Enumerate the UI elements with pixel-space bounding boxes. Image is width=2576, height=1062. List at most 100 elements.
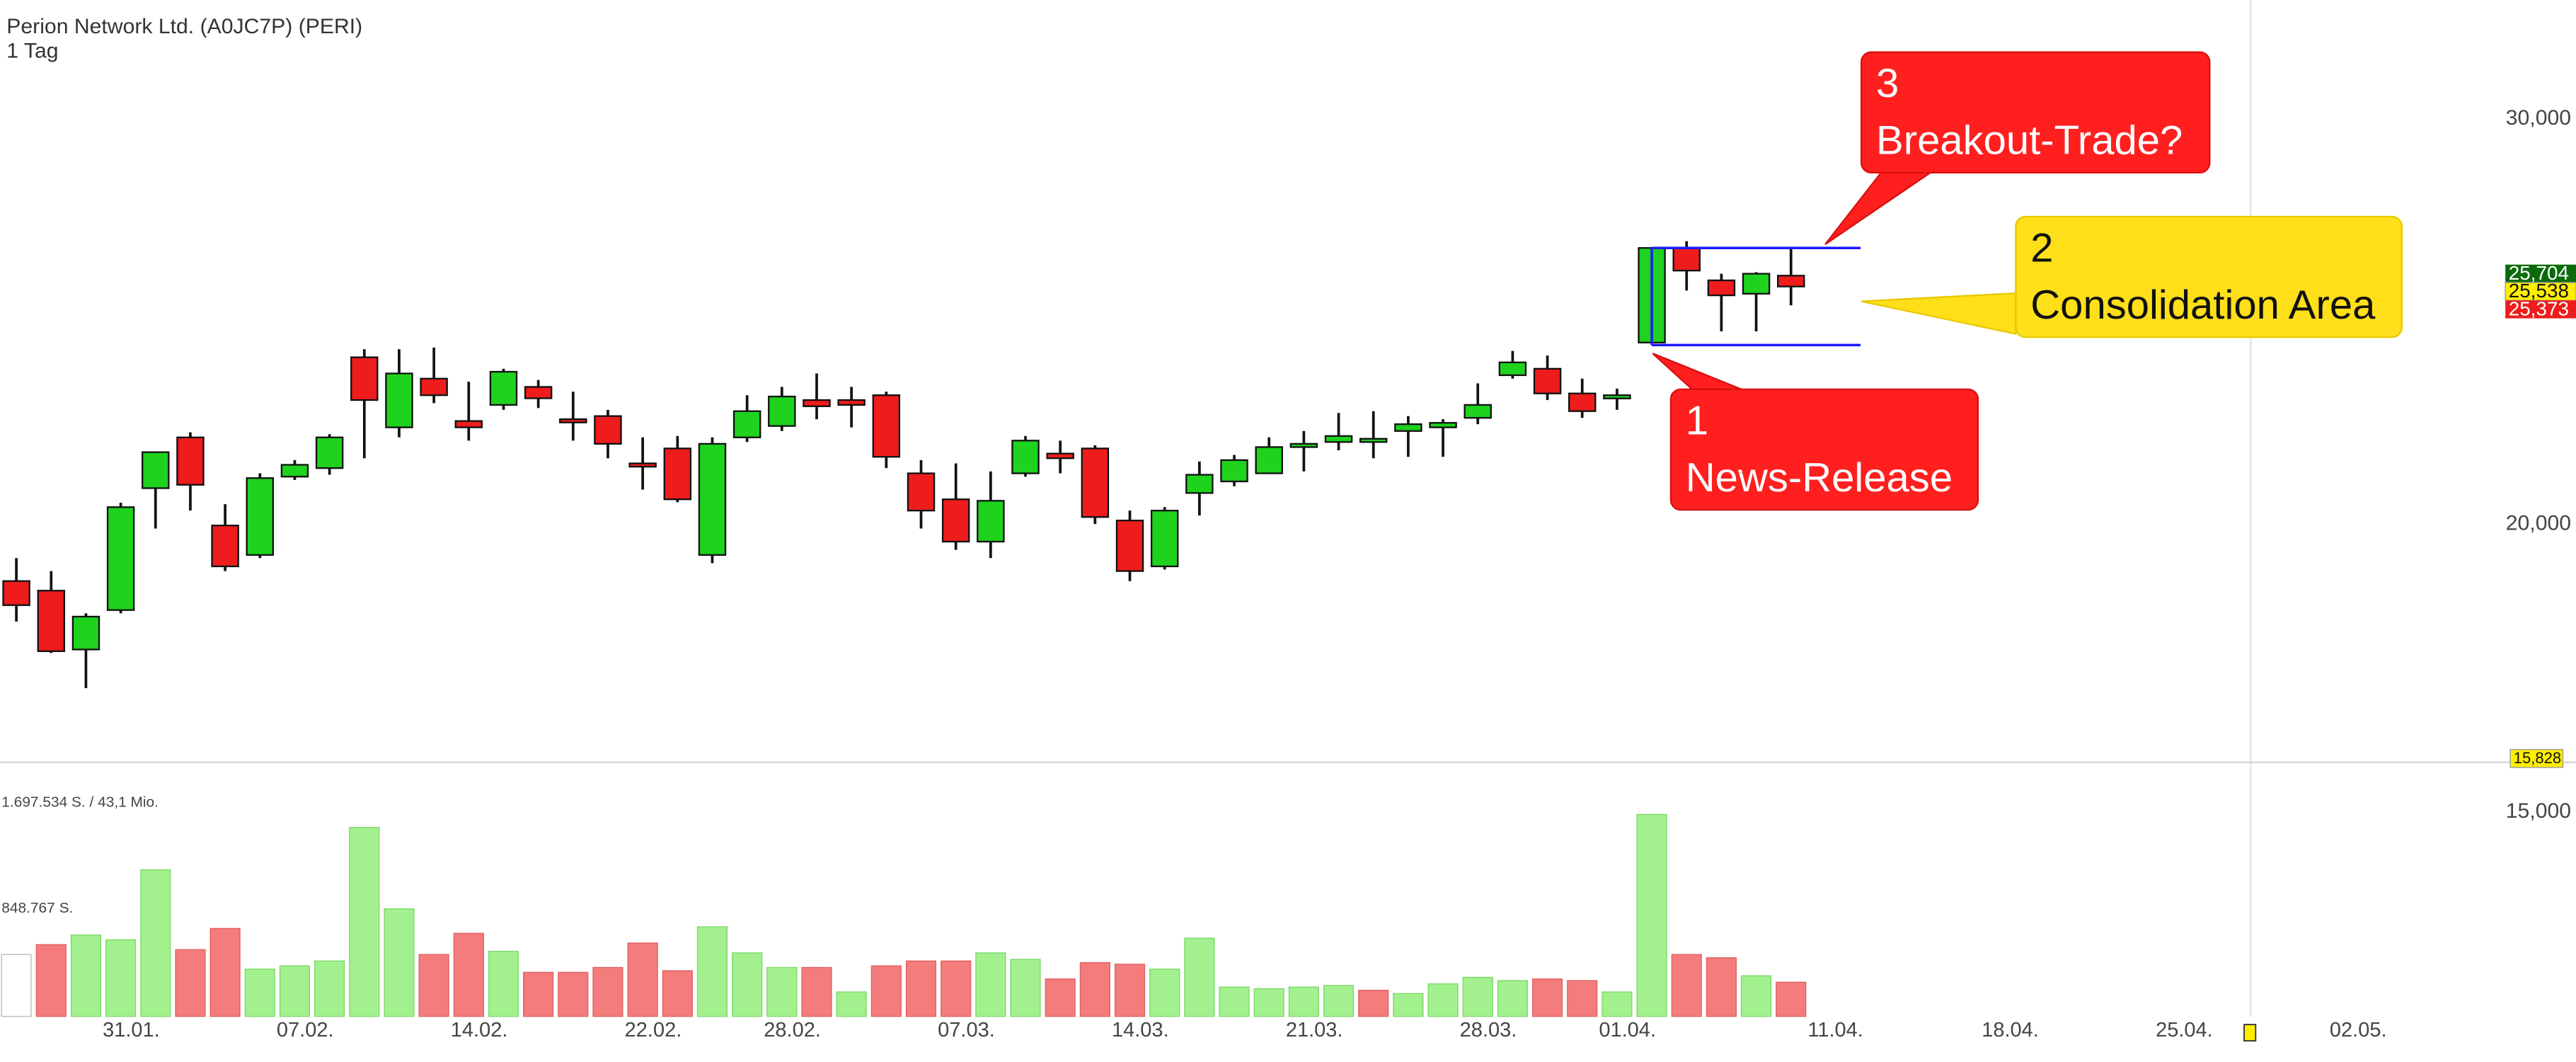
- x-tick-label: 25.04.: [2156, 1019, 2213, 1041]
- y-tick-label: 30,000: [2506, 106, 2571, 130]
- volume-bar: [244, 969, 275, 1017]
- volume-bar: [70, 934, 102, 1017]
- candle-body: [1429, 422, 1457, 428]
- x-tick-label: 21.03.: [1286, 1019, 1343, 1041]
- volume-bar: [1671, 954, 1702, 1017]
- volume-bar: [1636, 813, 1667, 1017]
- volume-bar: [1567, 980, 1598, 1017]
- price-marker: [2505, 300, 2576, 319]
- x-tick-label: 22.02.: [625, 1019, 682, 1041]
- volume-bar: [1045, 978, 1076, 1017]
- candle-body: [1359, 438, 1388, 443]
- candle-body: [559, 418, 587, 423]
- x-tick-label: 28.03.: [1460, 1019, 1517, 1041]
- volume-bar: [696, 926, 728, 1017]
- volume-bar: [627, 942, 658, 1017]
- candle-body: [1255, 446, 1283, 474]
- chart-subtitle: 1 Tag: [6, 40, 58, 63]
- volume-bar: [732, 952, 763, 1017]
- volume-bar: [1149, 969, 1180, 1017]
- x-tick-label: 14.02.: [451, 1019, 508, 1041]
- price-marker-label: 25,538: [2509, 280, 2569, 302]
- volume-bar: [1740, 975, 1772, 1017]
- candle-body: [1185, 474, 1214, 494]
- x-tick-label: 07.02.: [277, 1019, 334, 1041]
- volume-bar: [523, 971, 554, 1017]
- candle-body: [1011, 440, 1040, 474]
- volume-bar: [941, 960, 972, 1017]
- volume-bar: [1079, 961, 1110, 1017]
- candle-body: [732, 410, 761, 438]
- candle-body: [1464, 404, 1492, 419]
- candle-body: [142, 451, 170, 489]
- volume-bar: [488, 950, 519, 1017]
- callout-box: [1861, 51, 2211, 174]
- candle-body: [1150, 510, 1179, 568]
- callout-box: [1669, 388, 1979, 511]
- price-marker-label: 15,828: [2514, 749, 2561, 767]
- volume-bar: [1288, 986, 1319, 1017]
- volume-bar: [1427, 983, 1459, 1017]
- candle-body: [385, 372, 413, 428]
- candle-body: [1568, 392, 1597, 412]
- candle-body: [1603, 394, 1631, 399]
- x-tick-label: 14.03.: [1112, 1019, 1169, 1041]
- candle-body: [803, 399, 831, 407]
- volume-bar: [662, 970, 693, 1017]
- candle-body: [1394, 423, 1422, 432]
- candle-body: [1533, 367, 1562, 394]
- price-marker: [2505, 282, 2576, 302]
- candle-body: [941, 498, 970, 543]
- x-tick-label: 31.01.: [103, 1019, 160, 1041]
- candle-body: [71, 615, 100, 651]
- candle-body: [2, 580, 30, 606]
- candle-body: [698, 442, 727, 556]
- chart-title: Perion Network Ltd. (A0JC7P) (PERI): [6, 15, 362, 38]
- volume-bar: [349, 826, 380, 1017]
- volume-bar: [1393, 993, 1424, 1017]
- candle-body: [280, 464, 309, 478]
- volume-bar: [1531, 978, 1563, 1017]
- x-tick-label: 11.04.: [1807, 1019, 1863, 1041]
- price-marker-label: 25,704: [2509, 262, 2569, 284]
- candle-body: [1324, 435, 1353, 443]
- candle-body: [1777, 275, 1805, 287]
- candle-body: [663, 447, 692, 501]
- volume-bar: [140, 869, 171, 1017]
- candle-body: [1046, 452, 1074, 459]
- x-tick-label: 01.04.: [1599, 1019, 1656, 1041]
- price-marker-label: 25,373: [2509, 298, 2569, 320]
- candle-body: [907, 472, 936, 512]
- candle-body: [1289, 442, 1318, 448]
- candle-body: [872, 394, 901, 458]
- x-tick-label: 18.04.: [1982, 1019, 2039, 1041]
- callout-number: 2: [2030, 226, 2053, 271]
- candle-body: [768, 395, 796, 427]
- volume-bar: [1497, 980, 1528, 1017]
- candle-body: [628, 462, 657, 468]
- candle-body: [211, 525, 239, 568]
- price-marker: [2509, 748, 2564, 768]
- candle-body: [1742, 273, 1771, 295]
- volume-bar: [1323, 985, 1355, 1017]
- callout-text: Breakout-Trade?: [1876, 118, 2183, 164]
- candle-body: [594, 415, 622, 445]
- candle-body: [246, 477, 275, 556]
- volume-bar: [1358, 990, 1389, 1017]
- candle-body: [837, 399, 866, 406]
- volume-tick-label: 848.767 S.: [1, 900, 73, 916]
- volume-tick-label: 1.697.534 S. / 43,1 Mio.: [1, 794, 159, 811]
- x-tick-label: 02.05.: [2330, 1019, 2387, 1041]
- candle-body: [37, 590, 66, 652]
- callout-number: 3: [1876, 61, 1899, 106]
- volume-bar: [801, 966, 832, 1017]
- today-marker: [2243, 1024, 2257, 1042]
- candle-body: [454, 420, 483, 428]
- volume-bar: [105, 939, 137, 1017]
- candle-body: [1672, 247, 1701, 272]
- volume-bar: [1253, 988, 1284, 1017]
- volume-bar: [35, 944, 67, 1017]
- volume-bar: [905, 960, 937, 1017]
- volume-bar: [1706, 957, 1737, 1017]
